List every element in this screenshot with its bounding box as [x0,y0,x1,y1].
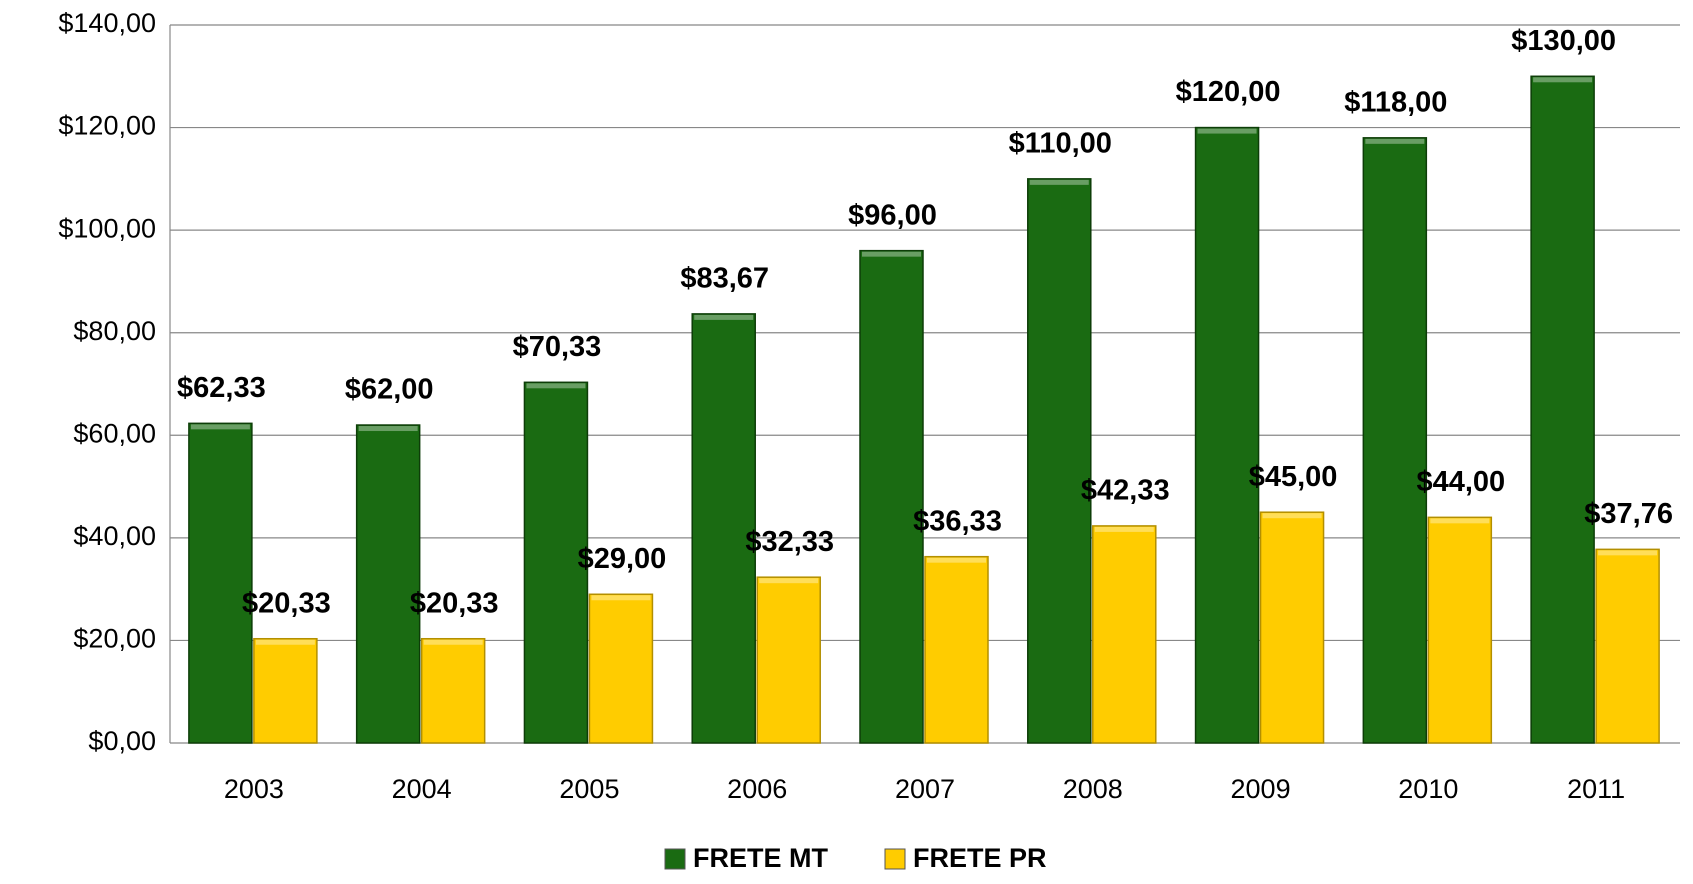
data-label: $20,33 [410,587,499,619]
data-label: $45,00 [1249,461,1338,493]
data-label: $70,33 [513,331,602,363]
x-tick-label: 2006 [727,774,787,804]
bar-top [759,578,819,584]
data-label: $20,33 [242,587,331,619]
bar-top [1262,513,1322,519]
bar-top [1430,518,1490,524]
y-tick-label: $60,00 [73,418,156,448]
x-tick-label: 2011 [1567,774,1625,804]
data-label: $130,00 [1511,25,1616,57]
bar [523,381,589,744]
x-tick-label: 2008 [1063,774,1123,804]
bar-top [591,595,651,601]
legend-swatch [664,848,686,870]
bar [1362,137,1428,744]
bar [1427,516,1493,744]
bar-top [927,557,986,563]
y-tick-label: $100,00 [58,213,156,243]
x-tick-label: 2010 [1398,774,1458,804]
bar-top [1029,179,1089,185]
x-tick-label: 2004 [392,774,452,804]
data-label: $120,00 [1176,76,1281,108]
legend-label: FRETE MT [693,843,828,873]
bar-top [1365,138,1425,144]
bar-top [694,314,754,320]
bar [188,422,253,744]
data-label: $62,00 [345,374,434,406]
bar [859,249,924,744]
y-tick-label: $0,00 [88,726,156,756]
y-tick-label: $120,00 [58,111,156,141]
data-label: $44,00 [1416,466,1505,498]
bar [355,424,421,744]
bar [1027,178,1092,744]
bar-top [1533,77,1593,83]
x-tick-label: 2007 [895,774,955,804]
data-label: $42,33 [1081,475,1170,507]
x-tick-label: 2005 [559,774,619,804]
data-label: $32,33 [745,526,834,558]
data-label: $37,76 [1584,498,1673,530]
bar [1092,525,1157,744]
bar [691,313,756,744]
y-tick-label: $80,00 [73,316,156,346]
bar [1595,548,1660,744]
bar-top [862,251,921,257]
data-label: $29,00 [578,543,667,575]
y-tick-label: $20,00 [73,624,156,654]
legend-label: FRETE PR [913,843,1047,873]
bar [1259,511,1325,744]
data-label: $83,67 [680,263,769,295]
bar [420,637,486,744]
bar-top [1094,526,1154,532]
bar [756,576,821,744]
bar-top [423,639,483,645]
y-tick-label: $140,00 [58,8,156,38]
data-label: $36,33 [913,505,1002,537]
bar-top [1598,550,1658,556]
x-tick-label: 2009 [1231,774,1291,804]
bar [924,555,989,744]
bar-top [358,426,418,432]
bar [1194,126,1260,744]
data-label: $110,00 [1009,128,1112,160]
y-tick-label: $40,00 [73,521,156,551]
legend-swatch [884,848,906,870]
data-label: $118,00 [1344,86,1447,118]
bar-top [526,383,586,389]
bar-top [255,639,315,645]
bar [1530,75,1595,744]
data-label: $96,00 [848,199,937,231]
data-label: $62,33 [177,372,266,404]
bar-top [190,424,250,430]
bar [588,593,654,744]
bar-top [1197,128,1257,134]
bar [253,637,318,744]
x-tick-label: 2003 [224,774,284,804]
